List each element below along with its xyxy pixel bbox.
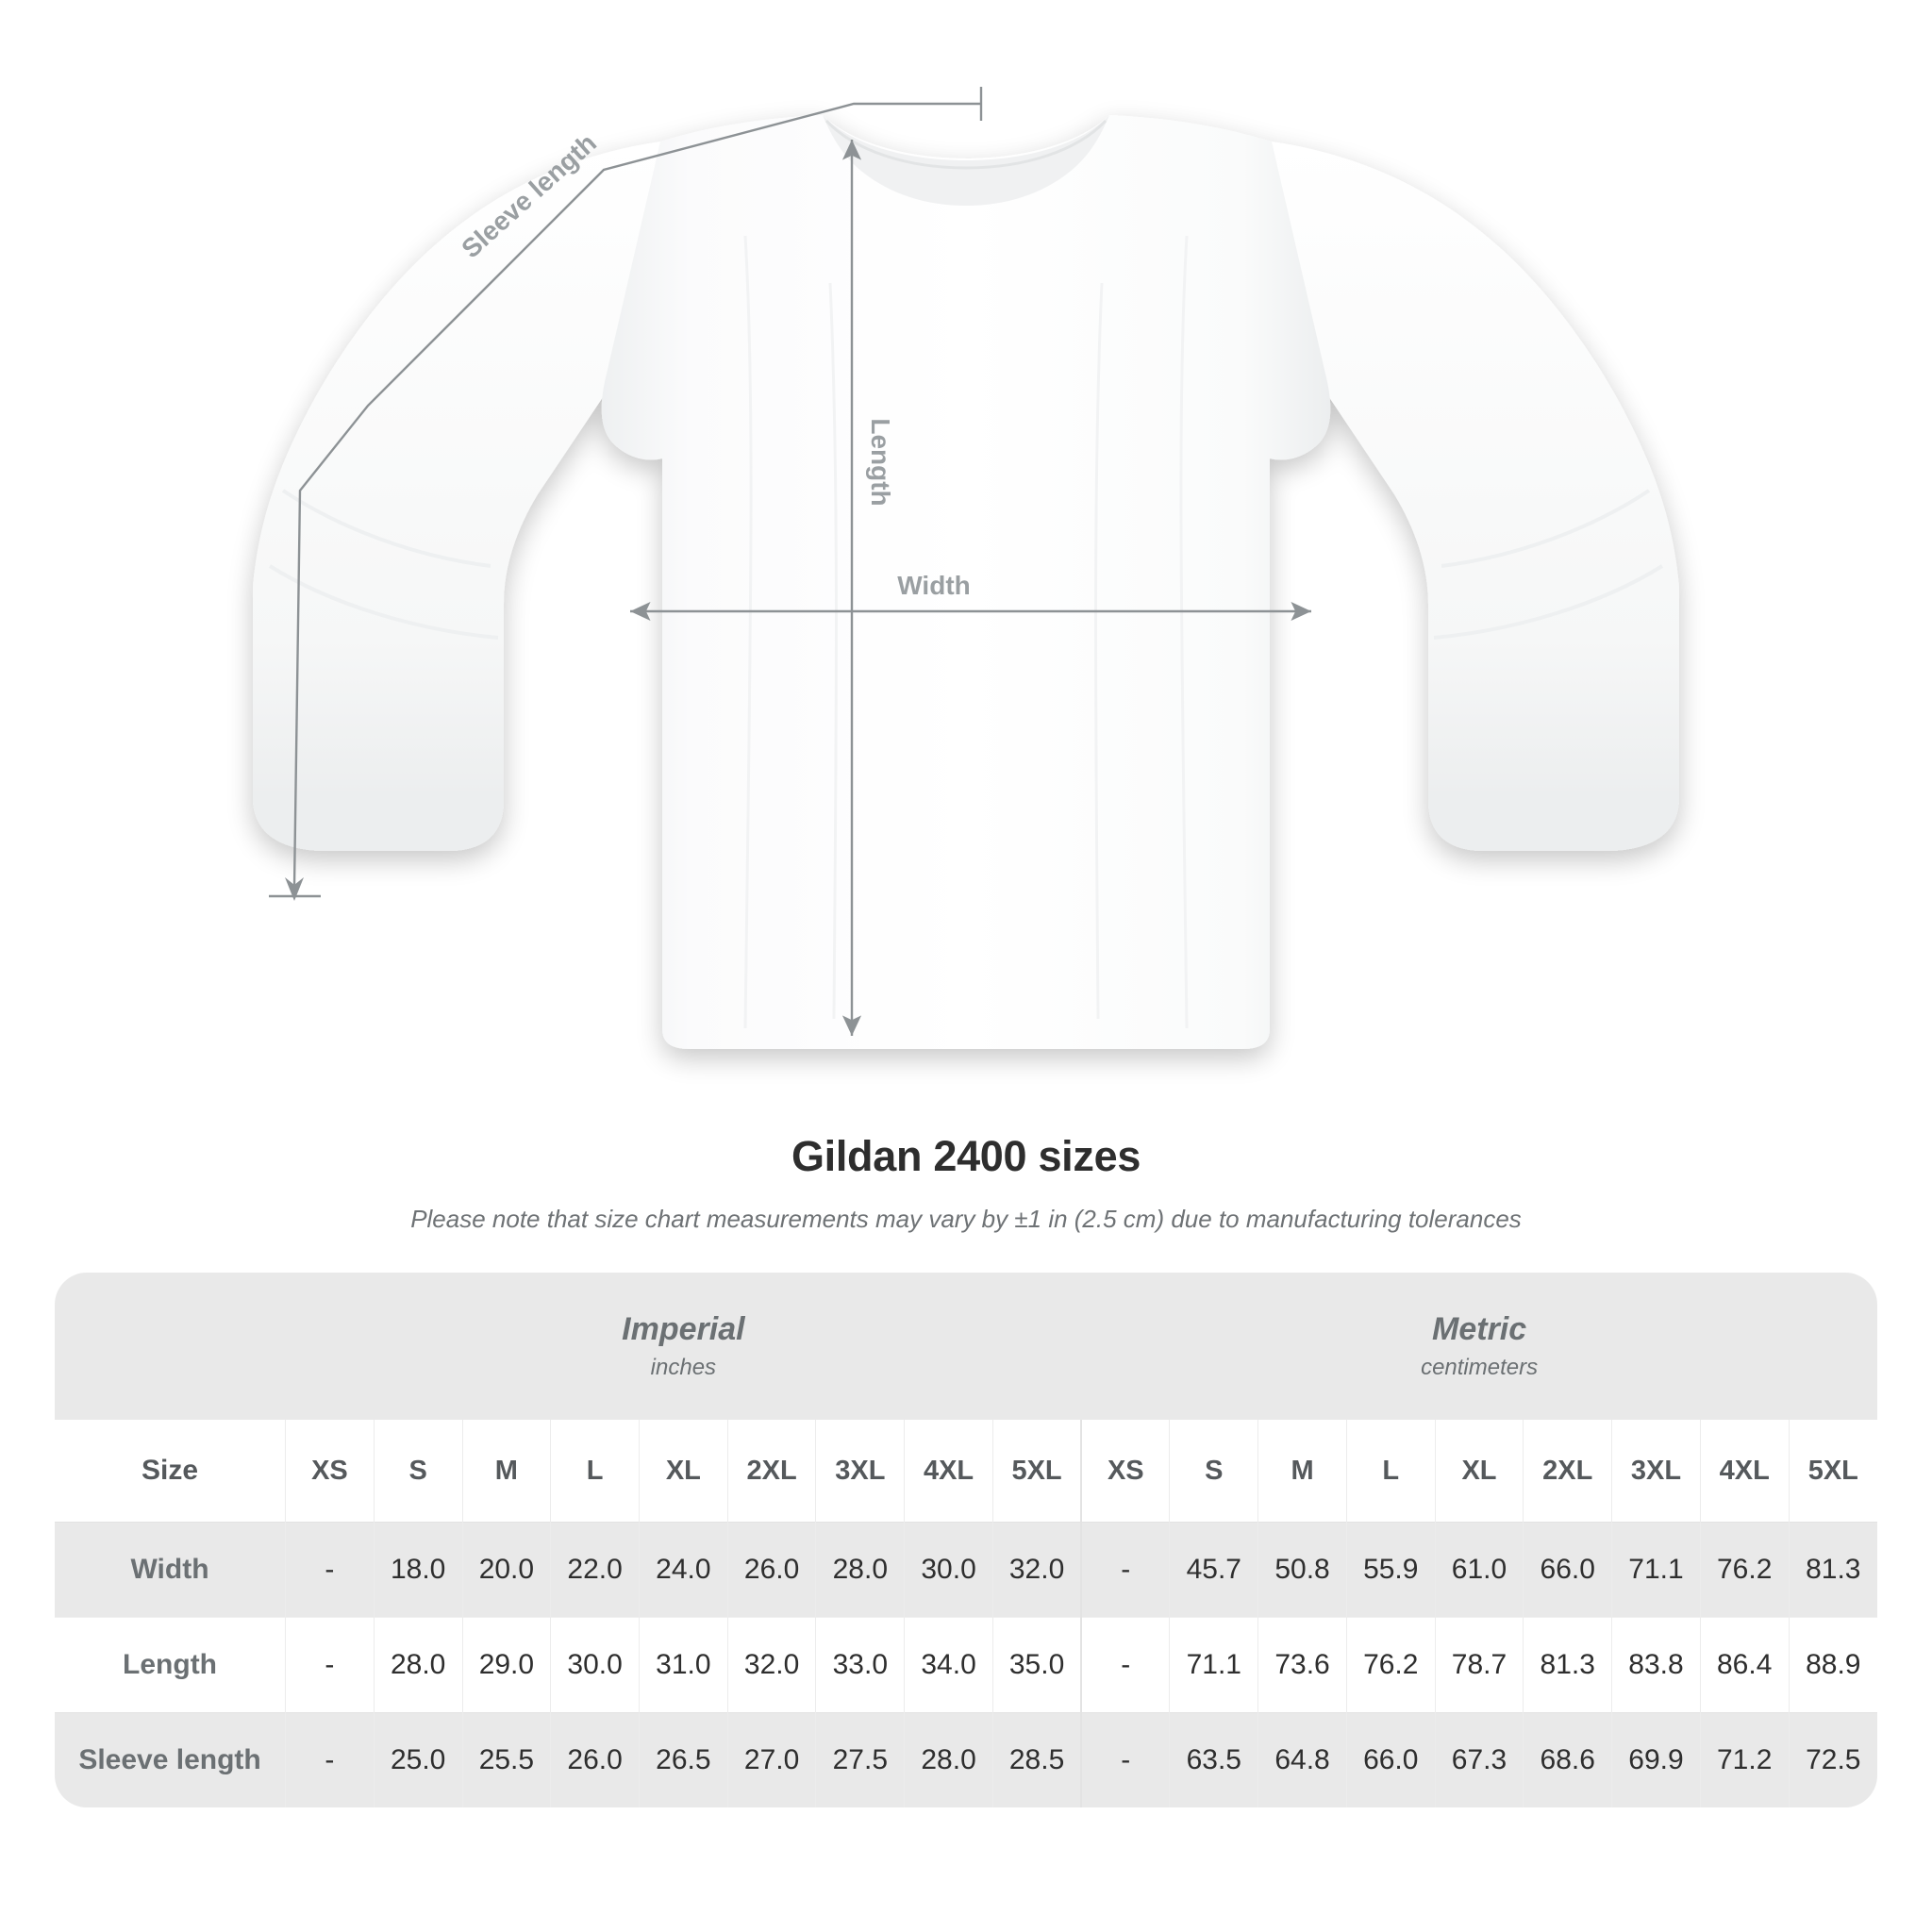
cell-sleeve-metric-3xl: 69.9 — [1611, 1712, 1701, 1807]
size-header-imperial-m: M — [461, 1420, 551, 1523]
size-header-metric-xl: XL — [1434, 1420, 1524, 1523]
cell-length-imperial-xl: 31.0 — [638, 1617, 728, 1713]
size-header-row: Size XS S M L XL 2XL 3XL 4XL 5XL XS S M … — [55, 1420, 1877, 1523]
size-header-metric-2xl: 2XL — [1523, 1420, 1612, 1523]
size-header-imperial-xs: XS — [285, 1420, 375, 1523]
cell-sleeve-imperial-5xl: 28.5 — [991, 1712, 1082, 1807]
unit-group-row: Imperial inches Metric centimeters — [55, 1273, 1877, 1420]
unit-group-imperial-sub: inches — [650, 1355, 717, 1380]
cell-sleeve-metric-s: 63.5 — [1169, 1712, 1258, 1807]
cell-length-imperial-l: 30.0 — [550, 1617, 640, 1713]
cell-width-metric-s: 45.7 — [1169, 1522, 1258, 1618]
cell-length-imperial-m: 29.0 — [461, 1617, 551, 1713]
cell-length-metric-4xl: 86.4 — [1699, 1617, 1790, 1713]
cell-sleeve-imperial-s: 25.0 — [373, 1712, 463, 1807]
cell-length-metric-l: 76.2 — [1345, 1617, 1436, 1713]
page-title: Gildan 2400 sizes — [791, 1132, 1141, 1180]
cell-width-metric-3xl: 71.1 — [1611, 1522, 1701, 1618]
size-header-imperial-s: S — [373, 1420, 463, 1523]
cell-sleeve-metric-5xl: 72.5 — [1788, 1712, 1877, 1807]
cell-width-imperial-l: 22.0 — [550, 1522, 640, 1618]
unit-group-metric-sub: centimeters — [1421, 1355, 1539, 1380]
size-header-metric-l: L — [1345, 1420, 1436, 1523]
size-header-metric-3xl: 3XL — [1611, 1420, 1701, 1523]
cell-width-imperial-5xl: 32.0 — [991, 1522, 1082, 1618]
cell-width-metric-l: 55.9 — [1345, 1522, 1436, 1618]
cell-sleeve-imperial-2xl: 27.0 — [726, 1712, 816, 1807]
cell-width-imperial-m: 20.0 — [461, 1522, 551, 1618]
cell-length-imperial-4xl: 34.0 — [904, 1617, 993, 1713]
size-header-imperial-3xl: 3XL — [815, 1420, 905, 1523]
cell-sleeve-metric-xl: 67.3 — [1434, 1712, 1524, 1807]
cell-length-metric-m: 73.6 — [1257, 1617, 1347, 1713]
cell-width-imperial-2xl: 26.0 — [726, 1522, 816, 1618]
cell-width-metric-xl: 61.0 — [1434, 1522, 1524, 1618]
size-header-metric-5xl: 5XL — [1788, 1420, 1877, 1523]
row-label-length: Length — [55, 1617, 286, 1713]
table-row: Width - 18.0 20.0 22.0 24.0 26.0 28.0 30… — [55, 1522, 1877, 1618]
row-label-width: Width — [55, 1522, 286, 1618]
cell-sleeve-imperial-m: 25.5 — [461, 1712, 551, 1807]
unit-group-imperial: Imperial inches — [285, 1273, 1082, 1420]
cell-sleeve-imperial-3xl: 27.5 — [815, 1712, 905, 1807]
cell-sleeve-metric-4xl: 71.2 — [1699, 1712, 1790, 1807]
size-header-metric-xs: XS — [1080, 1420, 1170, 1523]
cell-sleeve-imperial-4xl: 28.0 — [904, 1712, 993, 1807]
cell-length-imperial-s: 28.0 — [373, 1617, 463, 1713]
cell-sleeve-imperial-xl: 26.5 — [638, 1712, 728, 1807]
width-label: Width — [897, 571, 971, 600]
cell-length-metric-s: 71.1 — [1169, 1617, 1258, 1713]
size-header-metric-s: S — [1169, 1420, 1258, 1523]
size-header-imperial-4xl: 4XL — [904, 1420, 993, 1523]
cell-length-metric-xs: - — [1080, 1617, 1170, 1713]
cell-width-metric-xs: - — [1080, 1522, 1170, 1618]
size-chart-table-wrapper: Imperial inches Metric centimeters Size … — [55, 1273, 1877, 1807]
size-chart-table: Imperial inches Metric centimeters Size … — [55, 1273, 1877, 1807]
size-header-imperial-2xl: 2XL — [726, 1420, 816, 1523]
cell-width-metric-5xl: 81.3 — [1788, 1522, 1877, 1618]
cell-sleeve-metric-xs: - — [1080, 1712, 1170, 1807]
cell-sleeve-metric-m: 64.8 — [1257, 1712, 1347, 1807]
cell-width-metric-4xl: 76.2 — [1699, 1522, 1790, 1618]
cell-length-metric-5xl: 88.9 — [1788, 1617, 1877, 1713]
size-header-label: Size — [55, 1420, 286, 1523]
size-header-imperial-xl: XL — [638, 1420, 728, 1523]
cell-sleeve-imperial-xs: - — [285, 1712, 375, 1807]
cell-sleeve-metric-2xl: 68.6 — [1523, 1712, 1612, 1807]
table-row: Length - 28.0 29.0 30.0 31.0 32.0 33.0 3… — [55, 1617, 1877, 1713]
size-header-imperial-5xl: 5XL — [991, 1420, 1082, 1523]
cell-length-imperial-3xl: 33.0 — [815, 1617, 905, 1713]
cell-width-imperial-s: 18.0 — [373, 1522, 463, 1618]
cell-width-imperial-xl: 24.0 — [638, 1522, 728, 1618]
shirt-photo — [253, 115, 1679, 1049]
cell-length-metric-2xl: 81.3 — [1523, 1617, 1612, 1713]
unit-group-metric: Metric centimeters — [1081, 1273, 1877, 1420]
table-row: Sleeve length - 25.0 25.5 26.0 26.5 27.0… — [55, 1712, 1877, 1807]
size-header-metric-m: M — [1257, 1420, 1347, 1523]
cell-sleeve-imperial-l: 26.0 — [550, 1712, 640, 1807]
sleeve-length-annotation — [292, 102, 981, 888]
cell-width-imperial-4xl: 30.0 — [904, 1522, 993, 1618]
cell-length-metric-xl: 78.7 — [1434, 1617, 1524, 1713]
unit-band-corner — [55, 1273, 286, 1420]
cell-width-imperial-3xl: 28.0 — [815, 1522, 905, 1618]
page-subtitle: Please note that size chart measurements… — [410, 1205, 1522, 1233]
cell-width-metric-m: 50.8 — [1257, 1522, 1347, 1618]
unit-group-imperial-name: Imperial — [622, 1310, 745, 1347]
cell-length-imperial-xs: - — [285, 1617, 375, 1713]
cell-length-imperial-5xl: 35.0 — [991, 1617, 1082, 1713]
sleeve-length-arrow-bottom — [269, 877, 321, 901]
row-label-sleeve-length: Sleeve length — [55, 1712, 286, 1807]
cell-sleeve-metric-l: 66.0 — [1345, 1712, 1436, 1807]
cell-length-metric-3xl: 83.8 — [1611, 1617, 1701, 1713]
size-header-imperial-l: L — [550, 1420, 640, 1523]
cell-width-imperial-xs: - — [285, 1522, 375, 1618]
garment-diagram: Sleeve length Length Width — [253, 87, 1679, 1049]
cell-length-imperial-2xl: 32.0 — [726, 1617, 816, 1713]
unit-group-metric-name: Metric — [1432, 1310, 1527, 1347]
length-label: Length — [866, 418, 895, 506]
size-header-metric-4xl: 4XL — [1699, 1420, 1790, 1523]
cell-width-metric-2xl: 66.0 — [1523, 1522, 1612, 1618]
